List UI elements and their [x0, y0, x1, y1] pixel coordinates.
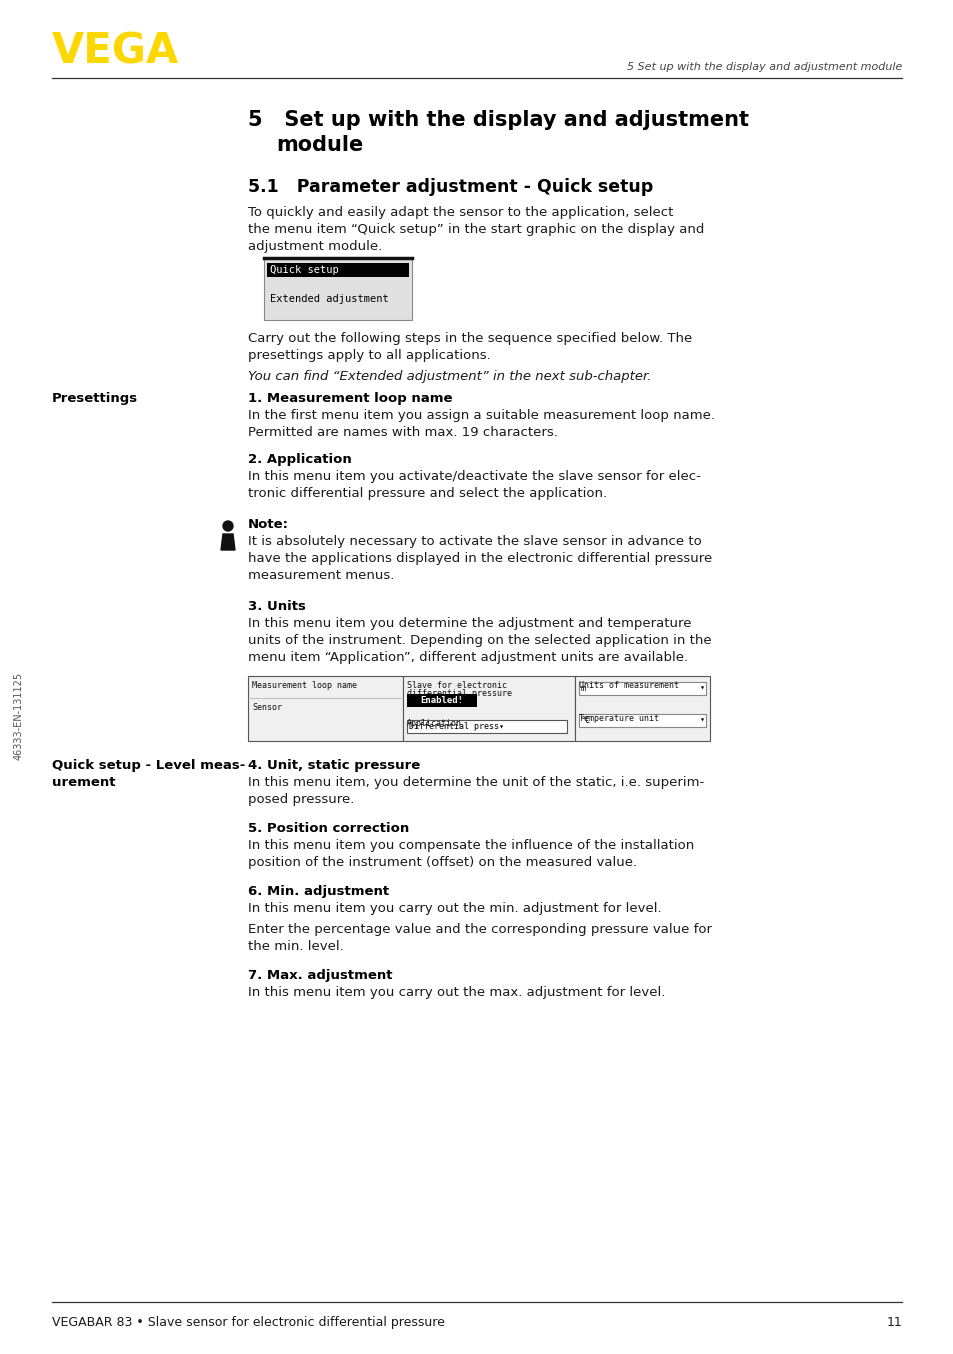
Text: posed pressure.: posed pressure. [248, 793, 354, 806]
Text: differential pressure: differential pressure [407, 689, 512, 699]
Text: position of the instrument (offset) on the measured value.: position of the instrument (offset) on t… [248, 856, 637, 869]
Text: ▾: ▾ [699, 684, 703, 693]
Text: m: m [580, 684, 585, 693]
Bar [402, 676, 575, 741]
Text: Quick setup: Quick setup [270, 265, 338, 275]
Text: adjustment module.: adjustment module. [248, 240, 382, 253]
Bar [578, 682, 705, 695]
Bar [264, 259, 412, 320]
Text: 1. Measurement loop name: 1. Measurement loop name [248, 393, 452, 405]
Text: Quick setup - Level meas-: Quick setup - Level meas- [52, 760, 245, 772]
Text: Enter the percentage value and the corresponding pressure value for: Enter the percentage value and the corre… [248, 923, 711, 936]
Bar [264, 259, 412, 320]
Text: Extended adjustment: Extended adjustment [270, 294, 388, 305]
Bar [267, 263, 409, 278]
Bar [407, 695, 476, 707]
Text: VEGABAR 83 • Slave sensor for electronic differential pressure: VEGABAR 83 • Slave sensor for electronic… [52, 1316, 444, 1330]
Text: VEGA: VEGA [52, 30, 179, 72]
Text: Temperature unit: Temperature unit [578, 714, 659, 723]
Text: 3. Units: 3. Units [248, 600, 306, 613]
Text: 5.1   Parameter adjustment - Quick setup: 5.1 Parameter adjustment - Quick setup [248, 177, 653, 196]
Text: measurement menus.: measurement menus. [248, 569, 394, 582]
Text: menu item “Application”, different adjustment units are available.: menu item “Application”, different adjus… [248, 651, 687, 663]
Text: Sensor: Sensor [252, 703, 282, 712]
Text: the min. level.: the min. level. [248, 940, 343, 953]
Text: Enabled!: Enabled! [420, 696, 463, 705]
Text: module: module [275, 135, 363, 154]
Text: 5   Set up with the display and adjustment: 5 Set up with the display and adjustment [248, 110, 748, 130]
Text: 46333-EN-131125: 46333-EN-131125 [14, 672, 24, 760]
Text: 5 Set up with the display and adjustment module: 5 Set up with the display and adjustment… [626, 62, 901, 72]
Text: In this menu item, you determine the unit of the static, i.e. superim-: In this menu item, you determine the uni… [248, 776, 703, 789]
Text: In this menu item you carry out the max. adjustment for level.: In this menu item you carry out the max.… [248, 986, 664, 999]
Text: Permitted are names with max. 19 characters.: Permitted are names with max. 19 charact… [248, 427, 558, 439]
Text: Note:: Note: [248, 519, 289, 531]
Circle shape [223, 521, 233, 531]
Text: tronic differential pressure and select the application.: tronic differential pressure and select … [248, 487, 606, 500]
Text: In this menu item you compensate the influence of the installation: In this menu item you compensate the inf… [248, 839, 694, 852]
Text: 7. Max. adjustment: 7. Max. adjustment [248, 969, 392, 982]
Bar [248, 676, 402, 741]
Text: In the first menu item you assign a suitable measurement loop name.: In the first menu item you assign a suit… [248, 409, 714, 422]
Text: urement: urement [52, 776, 115, 789]
Text: the menu item “Quick setup” in the start graphic on the display and: the menu item “Quick setup” in the start… [248, 223, 703, 236]
Polygon shape [221, 533, 234, 550]
Text: units of the instrument. Depending on the selected application in the: units of the instrument. Depending on th… [248, 634, 711, 647]
Text: 4. Unit, static pressure: 4. Unit, static pressure [248, 760, 420, 772]
Text: You can find “Extended adjustment” in the next sub-chapter.: You can find “Extended adjustment” in th… [248, 370, 651, 383]
Text: 5. Position correction: 5. Position correction [248, 822, 409, 835]
Text: 11: 11 [885, 1316, 901, 1330]
Text: In this menu item you determine the adjustment and temperature: In this menu item you determine the adju… [248, 617, 691, 630]
Text: °C: °C [580, 716, 590, 724]
Text: 6. Min. adjustment: 6. Min. adjustment [248, 886, 389, 898]
Text: Units of measurement: Units of measurement [578, 681, 679, 691]
Text: In this menu item you carry out the min. adjustment for level.: In this menu item you carry out the min.… [248, 902, 661, 915]
Text: Differential press▾: Differential press▾ [409, 722, 503, 731]
Text: Slave for electronic: Slave for electronic [407, 681, 506, 691]
Bar [575, 676, 709, 741]
Text: Measurement loop name: Measurement loop name [252, 681, 356, 691]
Text: It is absolutely necessary to activate the slave sensor in advance to: It is absolutely necessary to activate t… [248, 535, 701, 548]
Text: Presettings: Presettings [52, 393, 138, 405]
Text: To quickly and easily adapt the sensor to the application, select: To quickly and easily adapt the sensor t… [248, 206, 673, 219]
Text: ▾: ▾ [699, 716, 703, 724]
Bar [407, 720, 566, 733]
Text: presettings apply to all applications.: presettings apply to all applications. [248, 349, 490, 362]
Text: have the applications displayed in the electronic differential pressure: have the applications displayed in the e… [248, 552, 712, 565]
Text: 2. Application: 2. Application [248, 454, 352, 466]
Text: Carry out the following steps in the sequence specified below. The: Carry out the following steps in the seq… [248, 332, 692, 345]
Text: In this menu item you activate/deactivate the slave sensor for elec-: In this menu item you activate/deactivat… [248, 470, 700, 483]
Bar [578, 714, 705, 727]
Text: Application: Application [407, 719, 461, 728]
